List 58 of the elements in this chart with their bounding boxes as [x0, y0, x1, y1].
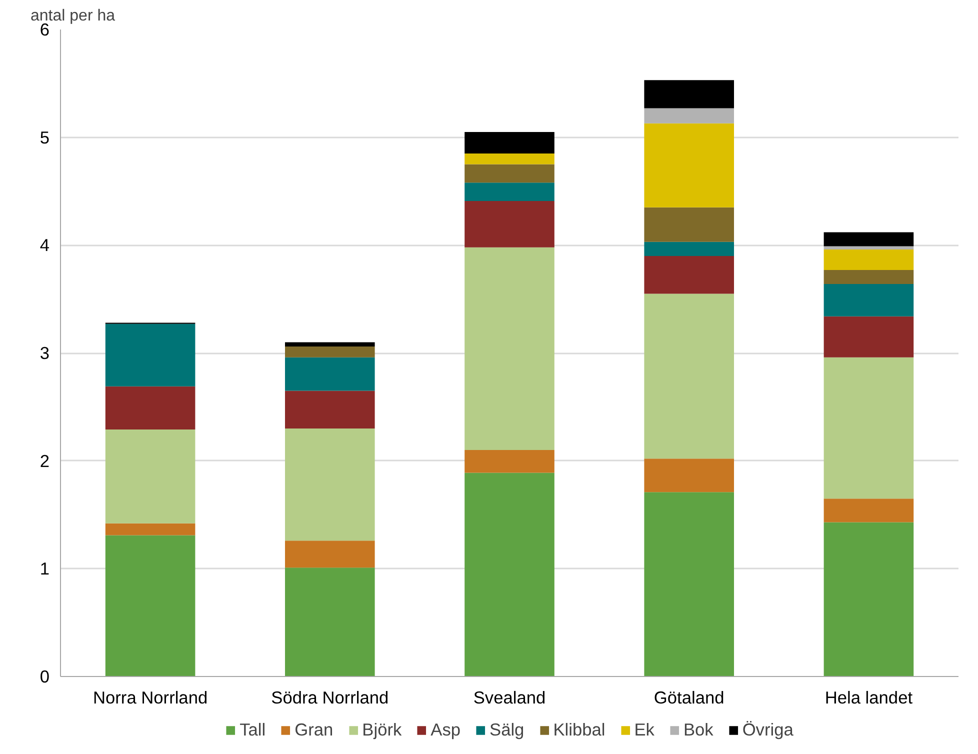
y-tick-label: 3: [40, 343, 50, 363]
bar: [105, 523, 196, 536]
bar: [644, 207, 734, 242]
bar: [644, 123, 734, 208]
bar: [464, 450, 554, 473]
bar: [105, 535, 196, 676]
bar: [824, 246, 914, 250]
bar: [464, 182, 554, 201]
bar: [105, 324, 196, 386]
bar: [824, 284, 914, 316]
bar: [285, 342, 375, 347]
bar: [824, 249, 914, 270]
legend-label: Björk: [362, 720, 402, 740]
bar: [464, 164, 554, 183]
legend-label: Ek: [634, 720, 654, 740]
bar: [824, 522, 914, 676]
bar: [644, 108, 734, 124]
y-tick-label: 2: [40, 450, 50, 471]
bar: [105, 386, 196, 430]
bar: [464, 200, 554, 248]
bar: [644, 492, 734, 676]
bar: [644, 458, 734, 492]
bar: [644, 294, 734, 459]
bar: [644, 242, 734, 256]
x-tick-label: Norra Norrland: [93, 688, 208, 708]
bar: [824, 498, 914, 522]
bar: [285, 428, 375, 541]
bar: [285, 568, 375, 676]
legend-label: Sälg: [490, 720, 524, 740]
bar: [285, 390, 375, 428]
bar: [464, 247, 554, 450]
bar: [464, 472, 554, 676]
legend-label: Klibbal: [553, 720, 606, 740]
legend-label: Bok: [683, 720, 714, 740]
bar: [285, 346, 375, 358]
x-tick-label: Götaland: [654, 688, 724, 708]
bar: [464, 132, 554, 154]
y-tick-label: 5: [40, 127, 50, 148]
y-tick-label: 0: [40, 666, 50, 686]
x-tick-label: Svealand: [473, 688, 546, 708]
legend-label: Gran: [294, 720, 334, 740]
bar: [285, 357, 375, 391]
bar: [644, 80, 734, 108]
bar: [285, 540, 375, 568]
legend-label: Tall: [240, 720, 266, 740]
legend-label: Övriga: [742, 720, 794, 740]
bar: [824, 270, 914, 284]
y-tick-label: 4: [40, 235, 50, 256]
bar: [824, 316, 914, 358]
bar: [105, 430, 196, 524]
legend-label: Asp: [430, 720, 461, 740]
y-tick-label: 1: [40, 558, 50, 579]
x-tick-label: Södra Norrland: [271, 688, 389, 708]
bar: [824, 232, 914, 246]
bar: [824, 357, 914, 499]
x-tick-label: Hela landet: [824, 688, 913, 708]
bar: [464, 154, 554, 164]
bar: [644, 256, 734, 294]
